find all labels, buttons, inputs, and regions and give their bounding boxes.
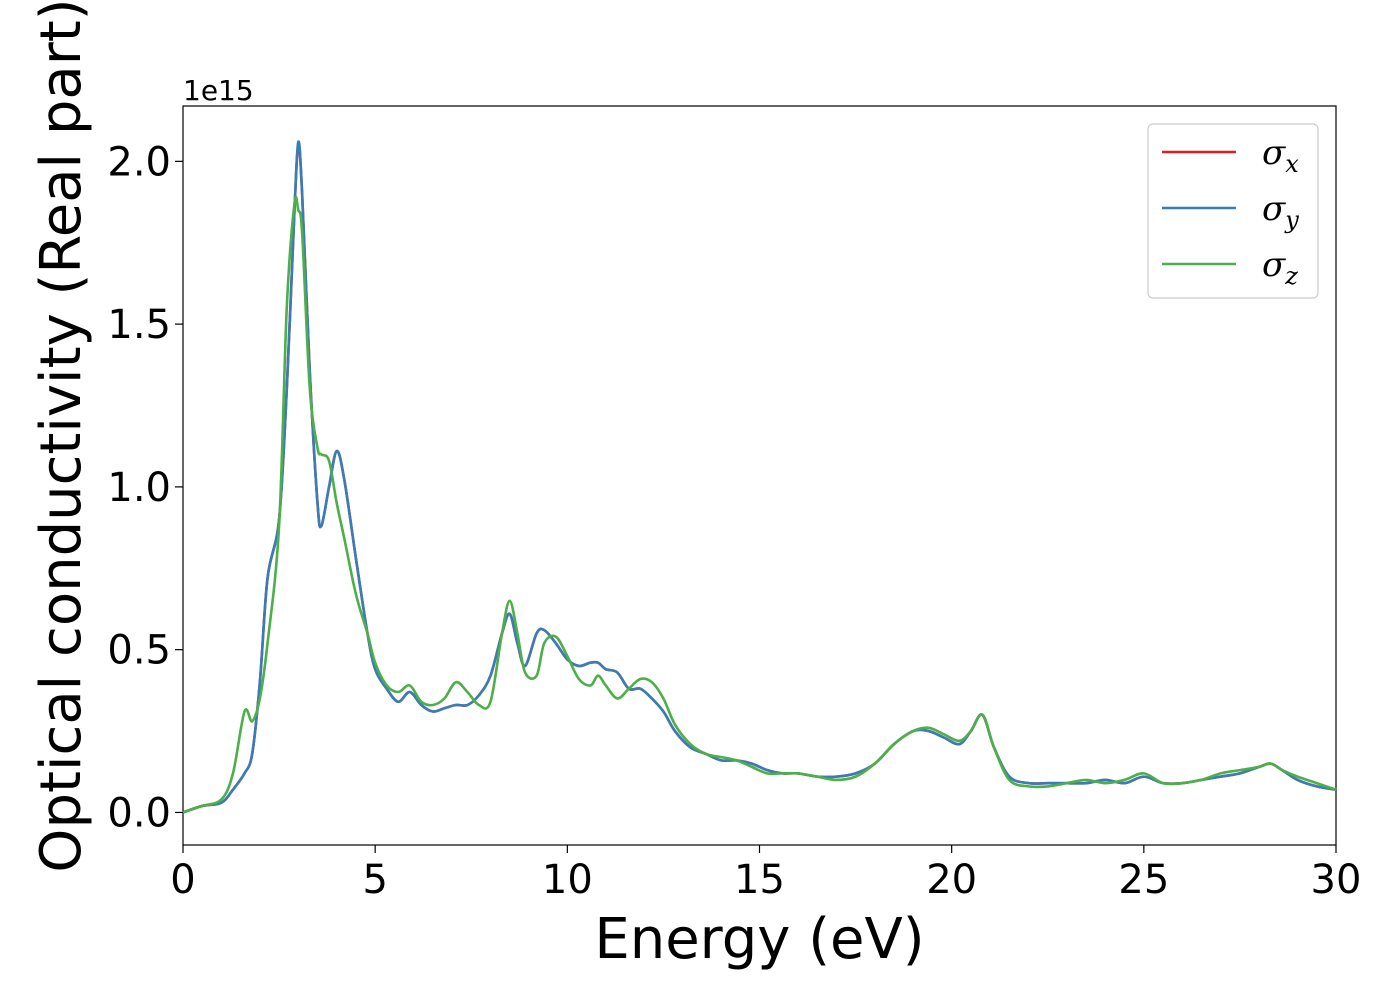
y-axis-ticks: 0.0 0.5 1.0 1.5 2.0	[107, 139, 183, 836]
legend-box	[1147, 123, 1319, 299]
x-tick-label: 30	[1311, 857, 1362, 903]
y-tick-label: 0.0	[107, 790, 171, 836]
y-tick-label: 0.5	[107, 628, 171, 674]
y-tick-label: 1.0	[107, 465, 171, 511]
legend-subscript: z	[1284, 262, 1298, 290]
x-tick-label: 10	[542, 857, 593, 903]
series-group	[182, 140, 1337, 814]
series-line-sigma-z	[182, 195, 1337, 814]
legend-label-sigma-y: σy	[1262, 189, 1299, 234]
y-tick-label: 1.5	[107, 302, 171, 348]
x-tick-label: 25	[1118, 857, 1169, 903]
x-tick-label: 20	[926, 857, 977, 903]
legend-label-sigma-x: σx	[1262, 133, 1299, 178]
x-tick-label: 0	[170, 857, 195, 903]
y-offset-label: 1e15	[183, 74, 254, 107]
legend-subscript: x	[1285, 150, 1299, 178]
x-tick-label: 15	[734, 857, 785, 903]
x-tick-label: 5	[362, 857, 387, 903]
x-axis-label: Energy (eV)	[594, 907, 924, 972]
y-tick-label: 2.0	[107, 139, 171, 185]
legend-subscript: y	[1284, 206, 1299, 234]
x-axis-ticks: 0 5 10 15 20 25 30	[170, 845, 1361, 903]
y-axis-label: Optical conductivity (Real part)	[29, 0, 94, 873]
